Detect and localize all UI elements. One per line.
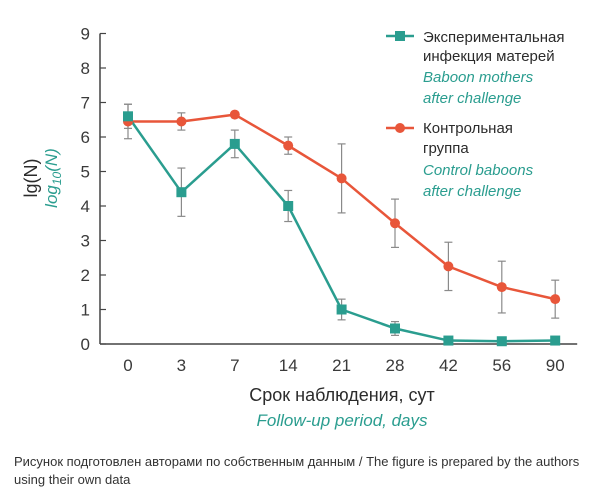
legend-item-control: Контрольная группа Control baboons after… xyxy=(386,120,534,200)
legend-label-ru-2: группа xyxy=(423,140,469,157)
y-axis-label-en: log10(N) xyxy=(42,148,64,208)
data-point-control xyxy=(229,109,240,120)
data-point-experimental xyxy=(229,138,240,149)
y-tick-label: 0 xyxy=(81,335,90,354)
y-tick-label: 6 xyxy=(81,128,90,147)
y-tick-label: 3 xyxy=(81,232,90,251)
x-tick-label: 90 xyxy=(546,356,565,375)
error-bars xyxy=(124,103,560,336)
x-tick-label: 3 xyxy=(177,356,186,375)
legend: Экспериментальная инфекция матерей Baboo… xyxy=(386,29,565,200)
x-tick-label: 7 xyxy=(230,356,239,375)
legend-label-ru-2: инфекция матерей xyxy=(423,48,555,65)
data-point-control xyxy=(283,140,294,151)
data-point-experimental xyxy=(390,323,400,334)
legend-label-en-2: after challenge xyxy=(423,90,521,107)
data-point-experimental xyxy=(336,304,347,315)
x-axis-label-en: Follow-up period, days xyxy=(256,411,428,430)
legend-label-ru-1: Контрольная xyxy=(423,120,513,137)
data-point-experimental xyxy=(550,335,561,346)
legend-label-ru-1: Экспериментальная xyxy=(423,29,565,46)
series-markers xyxy=(123,109,561,347)
y-tick-labels: 0 1 2 3 4 5 6 7 8 9 xyxy=(81,25,106,354)
legend-label-en-1: Control baboons xyxy=(423,162,534,179)
data-point-control xyxy=(390,218,400,229)
data-point-experimental xyxy=(123,111,133,122)
legend-label-en-1: Baboon mothers xyxy=(423,69,534,86)
data-point-experimental xyxy=(496,336,507,347)
legend-label-en-2: after challenge xyxy=(423,183,521,200)
x-axis-label: Срок наблюдения, сут xyxy=(249,385,434,405)
data-point-control xyxy=(496,282,507,293)
y-tick-label: 9 xyxy=(81,25,90,44)
y-tick-label: 2 xyxy=(81,266,90,285)
data-point-control xyxy=(443,261,454,272)
y-tick-label: 4 xyxy=(81,197,90,216)
legend-marker-square xyxy=(395,31,405,41)
y-tick-label: 8 xyxy=(81,59,90,78)
x-tick-label: 14 xyxy=(279,356,298,375)
legend-item-experimental: Экспериментальная инфекция матерей Baboo… xyxy=(386,29,565,107)
y-tick-label: 1 xyxy=(81,301,90,320)
x-tick-labels: 0 3 7 14 21 28 42 56 90 xyxy=(123,356,564,375)
x-tick-label: 0 xyxy=(123,356,132,375)
data-point-control xyxy=(336,173,347,184)
y-tick-label: 7 xyxy=(81,94,90,113)
data-point-experimental xyxy=(176,187,187,198)
data-point-control xyxy=(176,116,187,127)
data-point-control xyxy=(550,294,561,305)
x-tick-label: 42 xyxy=(439,356,458,375)
legend-marker-circle xyxy=(395,123,405,133)
data-point-experimental xyxy=(283,201,294,211)
y-axis-label: lg(N) xyxy=(21,159,41,198)
figure-caption: Рисунок подготовлен авторами по собствен… xyxy=(14,454,580,487)
x-tick-label: 56 xyxy=(492,356,511,375)
data-point-experimental xyxy=(443,335,454,346)
x-tick-label: 21 xyxy=(332,356,351,375)
y-tick-label: 5 xyxy=(81,163,90,182)
x-tick-label: 28 xyxy=(386,356,405,375)
